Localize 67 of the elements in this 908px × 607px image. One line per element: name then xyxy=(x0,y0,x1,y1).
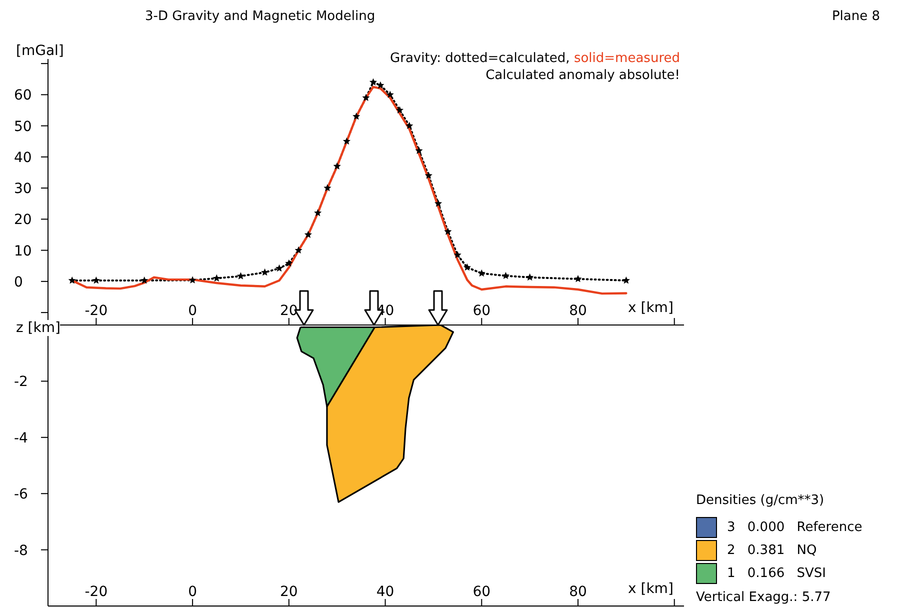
x-tick-label: 60 xyxy=(472,303,491,319)
point xyxy=(314,208,322,216)
point xyxy=(454,250,462,258)
annotation: solid=measured xyxy=(574,51,680,66)
point xyxy=(352,112,360,120)
point xyxy=(574,274,582,282)
point xyxy=(376,81,384,89)
point xyxy=(396,106,404,114)
y-tick-label: -4 xyxy=(14,430,28,446)
text: Vertical Exagg.: 5.77 xyxy=(696,590,831,605)
point xyxy=(386,90,394,98)
point xyxy=(236,272,245,280)
x-tick-label: 40 xyxy=(376,584,394,600)
x-tick-label: 80 xyxy=(569,303,587,319)
y-tick-label: -2 xyxy=(14,374,28,390)
annotation: Gravity: dotted=calculated, xyxy=(390,51,570,66)
legend-label: 2 0.381 NQ xyxy=(727,543,817,558)
y-tick-label: 10 xyxy=(14,243,32,260)
point xyxy=(362,94,370,102)
point xyxy=(140,276,148,284)
point xyxy=(622,276,630,284)
y-tick-label: -6 xyxy=(14,486,28,503)
x-tick-label: -20 xyxy=(84,303,108,319)
point xyxy=(285,259,293,267)
y-tick-label: -8 xyxy=(14,542,28,559)
x-axis-title: x [km] xyxy=(628,300,674,316)
point xyxy=(478,269,486,277)
point xyxy=(342,137,351,145)
point xyxy=(333,162,341,170)
legend-label: 1 0.166 SVSI xyxy=(727,566,826,581)
text: Plane 8 xyxy=(832,9,880,24)
point xyxy=(415,146,423,154)
x-tick-label: -20 xyxy=(84,584,108,600)
x-tick-label: 60 xyxy=(472,584,491,600)
y-axis-title: z [km] xyxy=(16,320,60,336)
point xyxy=(304,230,312,238)
point xyxy=(188,276,196,284)
chart-title: 3-D Gravity and Magnetic Modeling xyxy=(145,9,376,24)
point xyxy=(68,276,76,284)
point xyxy=(294,246,302,254)
y-tick-label: 50 xyxy=(14,118,32,135)
point xyxy=(92,276,100,284)
legend-label: 3 0.000 Reference xyxy=(727,520,862,535)
legend-title: Densities (g/cm**3) xyxy=(696,493,826,508)
point xyxy=(369,78,378,86)
x-tick-label: 0 xyxy=(188,584,198,600)
y-tick-label: 20 xyxy=(14,212,32,228)
x-tick-label: 0 xyxy=(188,303,198,319)
point xyxy=(424,172,432,179)
y-tick-label: 40 xyxy=(14,150,32,166)
point xyxy=(275,264,284,272)
point xyxy=(324,184,332,192)
point xyxy=(434,200,442,207)
point xyxy=(406,122,414,130)
point xyxy=(463,263,471,271)
y-tick-label: 0 xyxy=(14,274,23,290)
y-axis-title: [mGal] xyxy=(16,43,64,59)
point xyxy=(502,272,510,280)
point xyxy=(212,274,220,282)
point xyxy=(526,273,534,281)
annotation: Calculated anomaly absolute! xyxy=(484,67,680,84)
y-tick-label: 60 xyxy=(14,88,32,104)
x-tick-label: 20 xyxy=(280,584,298,600)
x-tick-label: 80 xyxy=(569,584,587,600)
point xyxy=(444,228,452,235)
x-axis-title: x [km] xyxy=(628,581,674,597)
y-tick-label: 30 xyxy=(14,181,32,198)
